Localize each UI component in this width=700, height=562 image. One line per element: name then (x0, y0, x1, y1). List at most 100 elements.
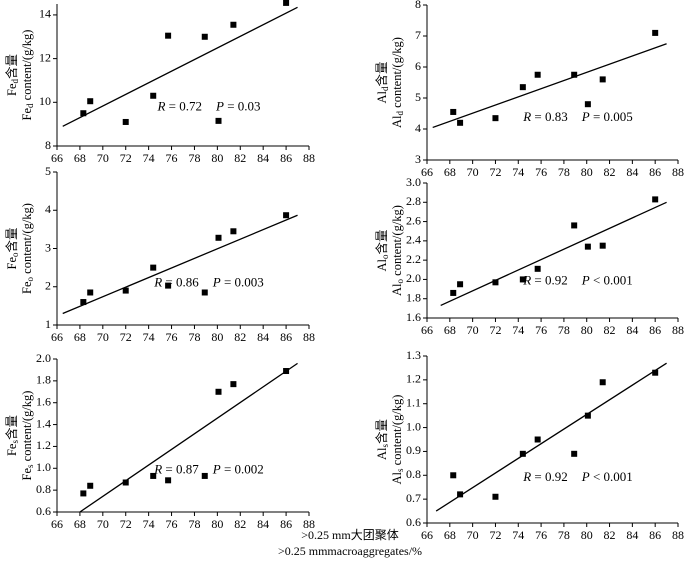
y-tick-label: 8 (415, 0, 421, 11)
x-tick-label: 76 (166, 517, 178, 531)
annotation: R = 0.72 P = 0.03 (156, 99, 260, 114)
x-tick-label: 68 (444, 165, 456, 179)
annotation-var: P (581, 273, 590, 288)
y-label-element: Al (375, 447, 389, 460)
y-label-text: content/(g/kg) (390, 205, 404, 279)
x-tick-label: 68 (444, 528, 456, 542)
y-tick-label: 1.8 (406, 290, 421, 304)
x-tick-label: 88 (672, 165, 684, 179)
point (215, 117, 222, 124)
x-tick-label: 74 (512, 165, 524, 179)
y-axis-label: Als content/(g/kg) (390, 395, 405, 485)
point (87, 98, 94, 105)
y-label-subscript: o (25, 276, 35, 281)
x-tick-label: 84 (626, 323, 638, 337)
x-tick-label: 70 (97, 151, 109, 165)
y-axis-label: Alo content/(g/kg) (390, 205, 405, 296)
y-tick-label: 1.3 (406, 348, 421, 362)
y-label-subscript: s (25, 464, 35, 468)
point (584, 243, 591, 250)
x-tick-label: 80 (211, 330, 223, 344)
x-tick-label: 80 (211, 151, 223, 165)
point (571, 71, 578, 78)
annotation: R = 0.92 P < 0.001 (522, 273, 633, 288)
annotation: R = 0.86 P = 0.003 (153, 275, 264, 290)
point (599, 379, 606, 386)
y-axis-label: Fed含量 (4, 54, 20, 96)
y-label-element: Al (375, 258, 389, 271)
y-tick-label: 3 (415, 152, 421, 166)
point (492, 279, 499, 286)
y-tick-label: 8 (45, 138, 51, 152)
annotation: R = 0.92 P < 0.001 (522, 469, 633, 484)
y-tick-label: 1.2 (406, 372, 421, 386)
point (165, 282, 172, 289)
annotation-var: P (581, 109, 590, 124)
x-tick-label: 70 (97, 330, 109, 344)
point (122, 287, 129, 294)
x-tick-label: 66 (51, 517, 63, 531)
point (457, 491, 464, 498)
y-tick-label: 5 (45, 164, 51, 178)
y-tick-label: 1 (45, 317, 51, 331)
y-tick-label: 1.2 (36, 438, 51, 452)
x-tick-label: 78 (558, 528, 570, 542)
x-tick-label: 86 (280, 151, 292, 165)
x-tick-label: 86 (280, 330, 292, 344)
y-label-element: Al (390, 283, 404, 296)
annotation: R = 0.87 P = 0.002 (153, 462, 264, 477)
point (457, 119, 464, 126)
annotation-text: = 0.83 (531, 109, 568, 124)
annotation-text: = 0.005 (590, 109, 633, 124)
y-axis-label: Feo含量 (4, 227, 20, 269)
point (283, 0, 290, 6)
x-tick-label: 76 (166, 330, 178, 344)
annotation-var: P (212, 462, 221, 477)
y-label-text: content/(g/kg) (20, 203, 34, 277)
point (599, 76, 606, 83)
y-label-element: Fe (20, 281, 34, 294)
annotation-var: R (156, 99, 165, 114)
x-tick-label: 78 (188, 517, 200, 531)
y-tick-label: 1.0 (406, 419, 421, 433)
annotation-text: = 0.03 (224, 99, 261, 114)
x-tick-label: 86 (280, 517, 292, 531)
y-label-subscript: d (25, 103, 35, 108)
annotation-var: R (522, 469, 531, 484)
x-tick-label: 80 (211, 517, 223, 531)
annotation-var: P (212, 275, 221, 290)
y-tick-label: 0.6 (406, 515, 421, 529)
x-tick-label: 78 (558, 323, 570, 337)
y-label-subscript: s (380, 444, 390, 448)
point (201, 472, 208, 479)
x-tick-label: 86 (649, 165, 661, 179)
annotation-text: < 0.001 (590, 273, 633, 288)
annotation-var: R (522, 273, 531, 288)
y-tick-label: 2.4 (406, 233, 421, 247)
point (150, 472, 157, 479)
y-label-element: Al (390, 471, 404, 484)
point (215, 234, 222, 241)
x-tick-label: 72 (120, 151, 132, 165)
x-tick-label: 72 (120, 330, 132, 344)
x-tick-label: 80 (581, 528, 593, 542)
y-tick-label: 2.2 (406, 252, 421, 266)
x-tick-label: 84 (626, 528, 638, 542)
x-tick-label: 72 (489, 528, 501, 542)
y-axis-label: Ald content/(g/kg) (390, 37, 405, 128)
y-label-text: 含量 (4, 227, 19, 252)
x-tick-label: 88 (303, 517, 315, 531)
point (457, 281, 464, 288)
point (80, 490, 87, 497)
annotation-text: = 0.003 (221, 275, 264, 290)
point (584, 101, 591, 108)
x-tick-label: 88 (303, 151, 315, 165)
point (450, 472, 457, 479)
x-tick-label: 82 (604, 165, 616, 179)
y-label-text: content/(g/kg) (20, 30, 34, 104)
annotation-var: P (215, 99, 224, 114)
point (571, 450, 578, 457)
y-tick-label: 7 (415, 28, 421, 42)
y-axis-label: Ald含量 (374, 61, 390, 103)
